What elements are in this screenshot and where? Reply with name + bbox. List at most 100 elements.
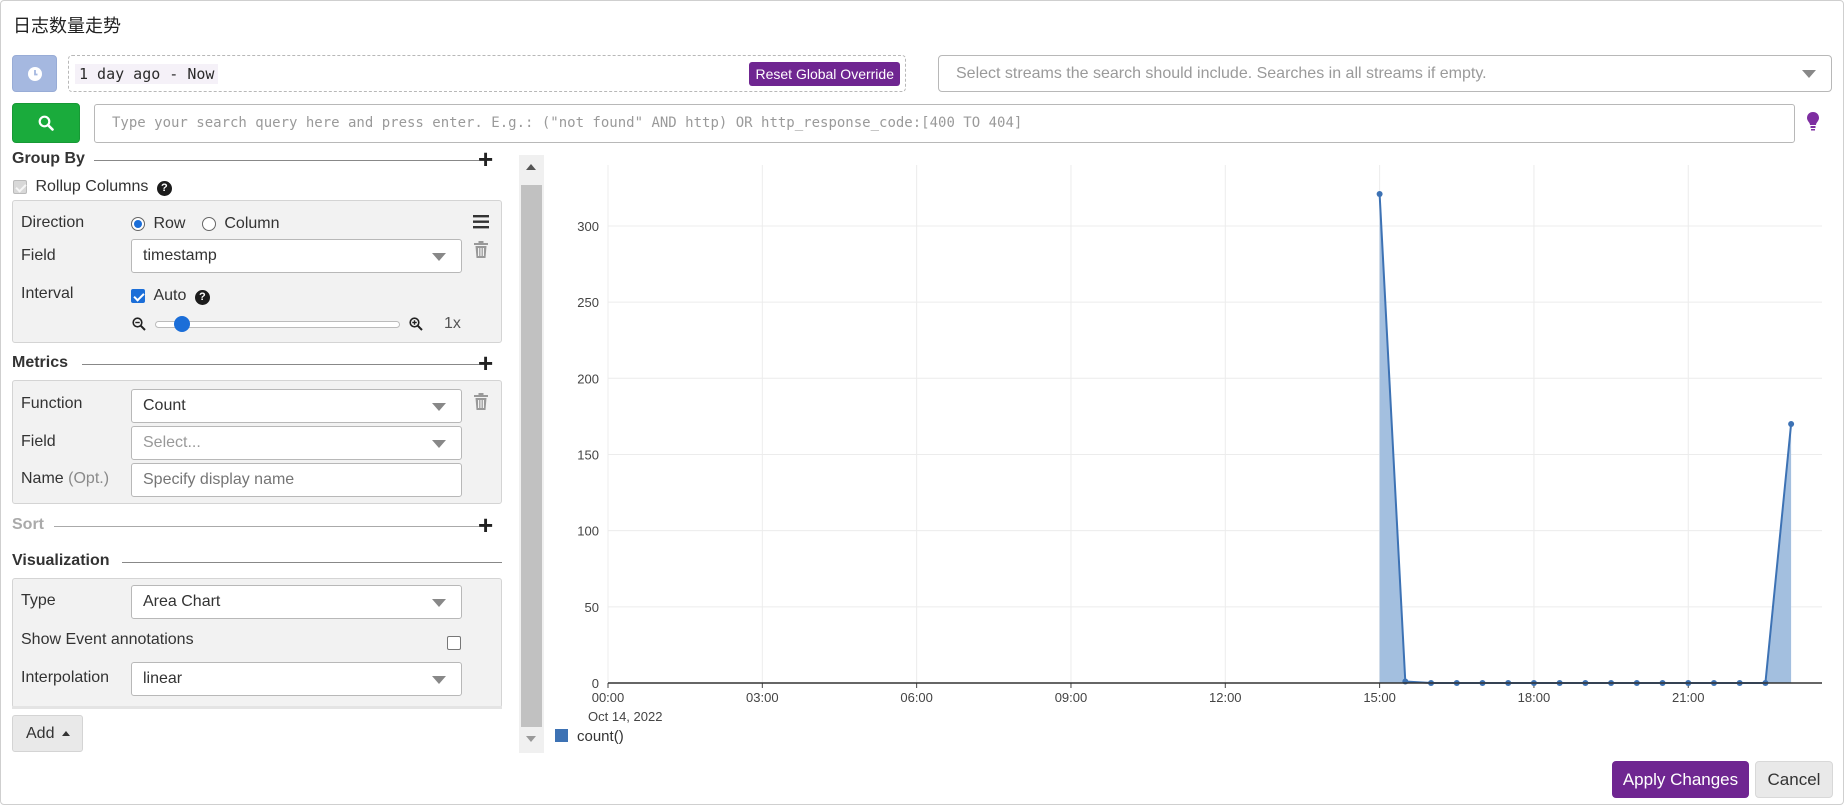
reset-global-override-button[interactable]: Reset Global Override bbox=[749, 62, 900, 86]
interpolation-value: linear bbox=[143, 670, 183, 687]
chevron-down-icon bbox=[432, 440, 446, 448]
scroll-up-arrow-icon[interactable] bbox=[526, 164, 536, 170]
chevron-down-icon bbox=[432, 599, 446, 607]
chevron-down-icon bbox=[432, 403, 446, 411]
interval-scale-value: 1x bbox=[444, 315, 461, 332]
sort-title: Sort bbox=[12, 516, 52, 534]
metric-panel: Function Count Field Select... Name (Opt… bbox=[12, 380, 502, 504]
x-tick-label: 18:00 bbox=[1518, 690, 1551, 705]
add-config-button[interactable]: Add bbox=[12, 715, 83, 752]
rollup-columns-option: Rollup Columns ? bbox=[13, 178, 172, 196]
help-icon[interactable]: ? bbox=[156, 181, 172, 196]
search-icon bbox=[38, 115, 54, 131]
metric-name-input[interactable] bbox=[131, 463, 462, 497]
y-tick-label: 200 bbox=[577, 371, 599, 386]
event-annotations-checkbox[interactable] bbox=[447, 636, 461, 650]
visualization-type-label: Type bbox=[21, 592, 56, 609]
interpolation-label: Interpolation bbox=[21, 669, 110, 686]
chart-grid bbox=[607, 165, 1822, 683]
grouping-field-select[interactable]: timestamp bbox=[131, 239, 462, 273]
metrics-title: Metrics bbox=[12, 354, 77, 372]
section-divider bbox=[54, 526, 479, 527]
x-tick-label: 00:00 bbox=[592, 690, 625, 705]
metric-name-label: Name (Opt.) bbox=[21, 470, 109, 488]
direction-row-radio[interactable] bbox=[131, 216, 145, 231]
sort-header: Sort + bbox=[12, 510, 502, 540]
auto-interval-checkbox[interactable] bbox=[131, 288, 145, 303]
legend-swatch bbox=[555, 729, 568, 742]
trash-icon[interactable] bbox=[474, 241, 488, 258]
scroll-down-arrow-icon[interactable] bbox=[526, 736, 536, 742]
add-grouping-plus-icon[interactable]: + bbox=[478, 144, 494, 174]
visualization-type-value: Area Chart bbox=[143, 593, 221, 610]
grouping-field-value: timestamp bbox=[143, 247, 217, 264]
chevron-down-icon bbox=[432, 676, 446, 684]
cancel-button[interactable]: Cancel bbox=[1755, 761, 1833, 798]
streams-placeholder: Select streams the search should include… bbox=[956, 65, 1487, 82]
legend-label: count() bbox=[577, 728, 624, 745]
chart-legend[interactable]: count() bbox=[555, 728, 624, 745]
zoom-in-icon[interactable] bbox=[409, 317, 423, 331]
x-tick-label: 06:00 bbox=[900, 690, 933, 705]
column-label: Column bbox=[224, 215, 280, 232]
interpolation-select[interactable]: linear bbox=[131, 662, 462, 696]
x-tick-label: 15:00 bbox=[1363, 690, 1396, 705]
time-range-display[interactable]: 1 day ago - Now Reset Global Override bbox=[68, 55, 906, 92]
data-point bbox=[1788, 421, 1795, 427]
clock-icon bbox=[27, 66, 42, 81]
add-metric-plus-icon[interactable]: + bbox=[478, 348, 494, 378]
x-tick-label: 03:00 bbox=[746, 690, 779, 705]
section-divider bbox=[82, 364, 479, 365]
interval-slider-thumb[interactable] bbox=[173, 316, 190, 332]
visualization-title: Visualization bbox=[12, 552, 118, 570]
x-axis-date-label: Oct 14, 2022 bbox=[588, 709, 662, 724]
visualization-type-select[interactable]: Area Chart bbox=[131, 585, 462, 619]
metric-function-select[interactable]: Count bbox=[131, 389, 462, 423]
group-by-title: Group By bbox=[12, 150, 93, 168]
add-sort-plus-icon[interactable]: + bbox=[478, 510, 494, 540]
drag-handle-icon[interactable] bbox=[473, 215, 489, 229]
metric-field-select[interactable]: Select... bbox=[131, 426, 462, 460]
area-chart: 0 50 100 150 200 250 300 00:00 03:00 06:00 09:00 1… bbox=[555, 165, 1822, 745]
search-query-input[interactable]: Type your search query here and press en… bbox=[94, 104, 1795, 143]
section-divider bbox=[122, 562, 502, 563]
panel-bottom-edge bbox=[12, 706, 502, 709]
add-label: Add bbox=[26, 725, 55, 742]
row-label: Row bbox=[153, 215, 186, 232]
query-help-bulb-icon[interactable] bbox=[1806, 111, 1820, 136]
visualization-panel: Type Area Chart Show Event annotations I… bbox=[12, 578, 502, 708]
time-range-button[interactable] bbox=[12, 55, 57, 92]
y-tick-label: 250 bbox=[577, 295, 599, 310]
series-line bbox=[1378, 193, 1793, 684]
zoom-out-icon[interactable] bbox=[132, 317, 146, 331]
function-label: Function bbox=[21, 395, 83, 412]
metric-field-placeholder: Select... bbox=[143, 434, 201, 451]
grouping-panel: Direction Row Column Field timestamp Int… bbox=[12, 200, 502, 343]
widget-title: 日志数量走势 bbox=[13, 16, 121, 36]
y-tick-label: 100 bbox=[577, 524, 599, 539]
trash-icon[interactable] bbox=[474, 393, 488, 410]
metrics-header: Metrics + bbox=[12, 348, 502, 378]
section-divider bbox=[94, 160, 479, 161]
search-button[interactable] bbox=[12, 103, 80, 143]
caret-up-icon bbox=[61, 731, 70, 737]
y-tick-label: 300 bbox=[577, 219, 599, 234]
series-area bbox=[1379, 193, 1792, 683]
scrollbar-thumb[interactable] bbox=[521, 185, 542, 727]
interval-label: Interval bbox=[21, 285, 74, 302]
name-label-text: Name bbox=[21, 470, 64, 487]
y-tick-label: 150 bbox=[577, 447, 599, 462]
field-label: Field bbox=[21, 247, 56, 264]
direction-label: Direction bbox=[21, 214, 85, 231]
streams-select[interactable]: Select streams the search should include… bbox=[938, 55, 1832, 92]
help-icon[interactable]: ? bbox=[194, 290, 210, 305]
x-tick-label: 09:00 bbox=[1055, 690, 1088, 705]
y-axis-ticks: 0 50 100 150 200 250 300 bbox=[577, 219, 599, 691]
rollup-columns-checkbox[interactable] bbox=[13, 179, 27, 194]
apply-changes-button[interactable]: Apply Changes bbox=[1612, 761, 1749, 798]
series-points bbox=[1376, 190, 1795, 686]
direction-column-radio[interactable] bbox=[201, 216, 216, 231]
auto-interval-option: Auto ? bbox=[131, 287, 210, 305]
data-point bbox=[1376, 190, 1383, 197]
interval-slider-track[interactable] bbox=[155, 321, 400, 328]
